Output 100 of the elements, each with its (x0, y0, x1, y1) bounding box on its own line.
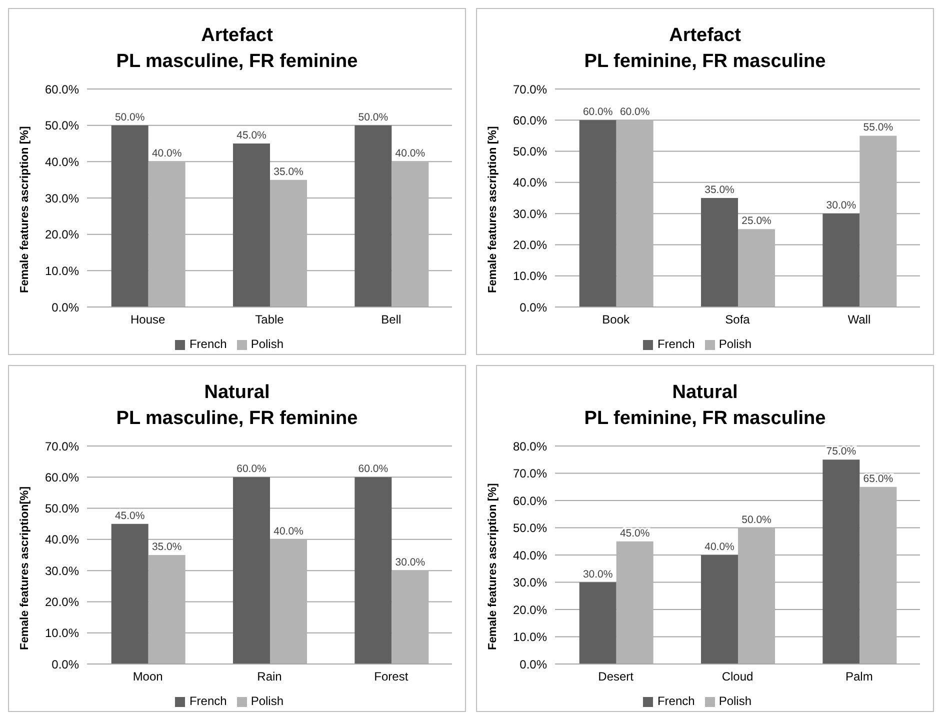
y-tick-label: 70.0% (44, 439, 80, 454)
bar (148, 555, 186, 664)
y-tick-label: 50.0% (512, 521, 548, 536)
data-label: 50.0% (358, 111, 388, 124)
data-label: 40.0% (152, 148, 182, 160)
y-tick-label: 20.0% (512, 602, 548, 617)
data-label: 55.0% (863, 122, 894, 134)
bar (579, 120, 616, 307)
chart-title: Natural (203, 381, 271, 405)
bar (270, 539, 307, 664)
data-label: 75.0% (826, 446, 856, 458)
bar (701, 555, 738, 664)
y-tick-label: 70.0% (512, 466, 548, 481)
y-tick-label: 50.0% (44, 502, 80, 516)
bar (860, 486, 897, 664)
x-tick-label: Bell (381, 312, 402, 327)
y-tick-label: 10.0% (44, 264, 80, 278)
x-tick-label: Wall (848, 312, 871, 327)
y-tick-label: 40.0% (44, 154, 80, 169)
y-tick-label: 40.0% (44, 532, 80, 547)
data-label: 35.0% (704, 184, 734, 196)
y-tick-label: 40.0% (512, 176, 548, 190)
data-label: 60.0% (236, 463, 266, 476)
y-tick-label: 30.0% (44, 191, 80, 206)
data-label: 45.0% (114, 510, 145, 522)
y-tick-label: 0.0% (520, 300, 548, 314)
bar (233, 477, 270, 664)
x-tick-label: Forest (374, 670, 409, 684)
bar (392, 570, 429, 664)
data-label: 40.0% (274, 525, 304, 538)
x-tick-label: Moon (132, 670, 163, 684)
x-tick-label: Sofa (725, 312, 750, 327)
legend-label: Polish (250, 694, 284, 708)
bar (616, 120, 654, 307)
data-label: 50.0% (742, 514, 772, 526)
chart-subtitle: PL feminine, FR masculine (583, 50, 827, 74)
y-tick-label: 30.0% (512, 576, 548, 590)
y-tick-label: 20.0% (44, 228, 80, 242)
chart-title: Artefact (200, 24, 274, 48)
y-tick-label: 70.0% (512, 82, 548, 96)
y-tick-label: 60.0% (44, 470, 80, 484)
y-tick-label: 10.0% (44, 626, 80, 640)
chart-title: Artefact (668, 24, 742, 48)
x-tick-label: House (130, 312, 166, 327)
y-tick-label: 10.0% (512, 630, 548, 644)
bar (392, 162, 429, 307)
y-tick-label: 60.0% (512, 113, 548, 128)
data-label: 30.0% (395, 556, 426, 569)
x-tick-label: Desert (598, 670, 634, 684)
bar (233, 144, 270, 307)
y-tick-label: 30.0% (44, 564, 80, 578)
y-tick-label: 20.0% (44, 594, 80, 609)
data-label: 25.0% (742, 215, 772, 228)
y-axis-title: Female features ascription [%] (19, 126, 32, 293)
legend-label: French (657, 337, 695, 351)
bar (270, 180, 307, 307)
bar (111, 524, 148, 664)
bar (701, 198, 738, 307)
data-label: 65.0% (863, 472, 894, 485)
x-tick-label: Rain (257, 670, 282, 684)
bar (860, 136, 897, 307)
data-label: 60.0% (582, 106, 613, 118)
y-tick-label: 80.0% (512, 439, 548, 454)
legend-label: Polish (718, 694, 752, 708)
x-tick-label: Cloud (722, 670, 754, 684)
data-label: 30.0% (826, 200, 856, 212)
data-label: 35.0% (274, 166, 304, 178)
y-axis-title: Female features ascription[%] (19, 486, 32, 650)
y-tick-label: 40.0% (512, 548, 548, 562)
y-tick-label: 60.0% (44, 82, 80, 96)
data-label: 50.0% (114, 111, 145, 124)
data-label: 30.0% (582, 568, 613, 580)
legend-label: French (189, 694, 227, 708)
chart-subtitle: PL masculine, FR feminine (115, 50, 359, 74)
bar (354, 125, 392, 307)
y-tick-label: 50.0% (44, 118, 80, 133)
data-label: 45.0% (236, 130, 266, 142)
chart-subtitle: PL feminine, FR masculine (583, 407, 827, 431)
data-label: 40.0% (395, 148, 426, 160)
y-tick-label: 10.0% (512, 269, 548, 284)
y-tick-label: 20.0% (512, 238, 548, 252)
y-tick-label: 0.0% (52, 300, 80, 314)
y-tick-label: 60.0% (512, 494, 548, 508)
y-tick-label: 0.0% (520, 657, 548, 672)
y-axis-title: Female features ascription [%] (487, 126, 500, 293)
legend-label: French (657, 694, 695, 708)
bar (148, 162, 186, 307)
chart-title: Natural (671, 381, 739, 405)
bar (738, 229, 775, 307)
x-tick-label: Table (255, 312, 284, 327)
bar (579, 582, 616, 664)
legend-label: Polish (718, 337, 752, 351)
x-tick-label: Book (602, 312, 631, 327)
data-label: 35.0% (152, 541, 182, 553)
chart-subtitle: PL masculine, FR feminine (115, 407, 359, 431)
bar (354, 477, 392, 664)
bar (111, 125, 148, 307)
data-label: 60.0% (358, 463, 388, 476)
bar (738, 528, 775, 664)
data-label: 40.0% (704, 541, 734, 553)
